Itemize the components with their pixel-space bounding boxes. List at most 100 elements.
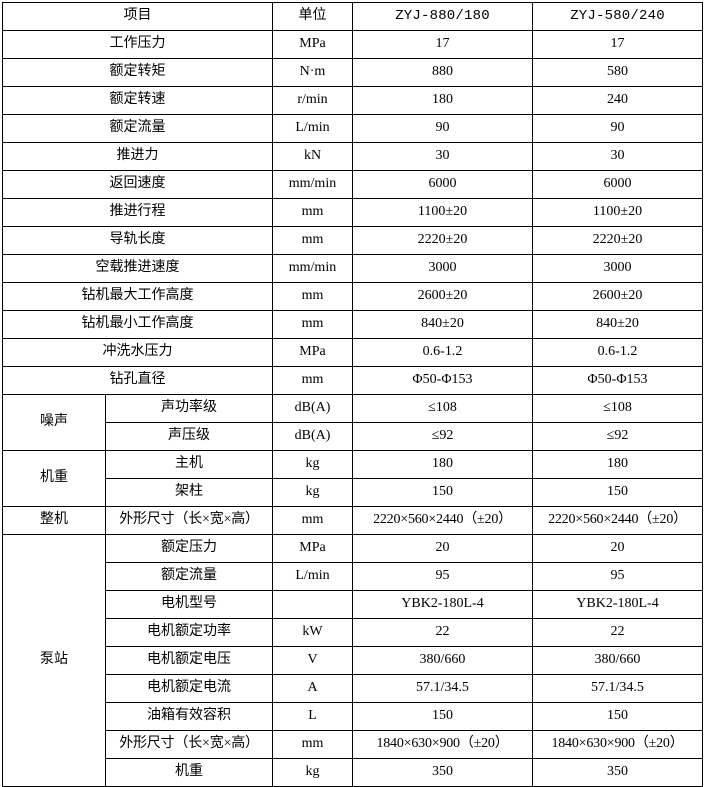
table-row: 电机额定功率 kW 22 22 [3, 618, 703, 647]
row-value-model-2: 3000 [532, 254, 703, 283]
row-value-model-1: 6000 [352, 170, 533, 199]
row-item: 钻机最大工作高度 [2, 282, 273, 311]
row-unit: kg [272, 758, 353, 787]
table-row: 架柱 kg 150 150 [3, 478, 703, 507]
row-value-model-1: 180 [352, 450, 533, 479]
row-unit: N·m [272, 58, 353, 87]
row-item: 外形尺寸（长×宽×高） [105, 506, 273, 535]
table-row: 导轨长度 mm 2220±20 2220±20 [2, 226, 703, 255]
row-unit: mm [272, 310, 353, 339]
table-row: 油箱有效容积 L 150 150 [3, 702, 703, 731]
header-model-2: ZYJ-580/240 [532, 2, 703, 31]
table-row: 电机额定电压 V 380/660 380/660 [3, 646, 703, 675]
row-value-model-2: 1100±20 [532, 198, 703, 227]
row-value-model-1: 2220±20 [352, 226, 533, 255]
row-item: 钻孔直径 [2, 366, 273, 395]
row-item: 额定转速 [2, 86, 273, 115]
row-value-model-2: 2220±20 [532, 226, 703, 255]
header-item: 项目 [2, 2, 273, 31]
table-row: 额定转矩 N·m 880 580 [2, 58, 703, 87]
row-item: 机重 [105, 758, 273, 787]
table-row: 钻机最小工作高度 mm 840±20 840±20 [2, 310, 703, 339]
row-item: 声压级 [105, 422, 273, 451]
row-value-model-1: 180 [352, 86, 533, 115]
group-label: 整机 [2, 506, 106, 535]
row-value-model-2: 95 [532, 562, 703, 591]
table-row: 噪声 声功率级 dB(A) ≤108 ≤108 [2, 394, 703, 451]
row-value-model-2: 2220×560×2440（±20） [532, 506, 703, 535]
row-unit: kg [272, 450, 353, 479]
table-row: 整机 外形尺寸（长×宽×高） mm 2220×560×2440（±20） 2220×56… [2, 506, 703, 535]
row-unit: mm/min [272, 254, 353, 283]
row-value-model-2: 150 [532, 702, 703, 731]
row-value-model-1: 2220×560×2440（±20） [352, 506, 533, 535]
row-value-model-1: 350 [352, 758, 533, 787]
row-value-model-2: 90 [532, 114, 703, 143]
row-value-model-1: 0.6-1.2 [352, 338, 533, 367]
row-unit: MPa [272, 30, 353, 59]
row-item: 主机 [105, 450, 273, 479]
group-label: 泵站 [2, 534, 106, 787]
row-unit: kW [272, 618, 353, 647]
row-value-model-1: Φ50-Φ153 [352, 366, 533, 395]
row-value-model-2: 240 [532, 86, 703, 115]
row-value-model-2: 840±20 [532, 310, 703, 339]
table-row: 额定流量 L/min 95 95 [3, 562, 703, 591]
row-value-model-2: 380/660 [532, 646, 703, 675]
table-row: 推进行程 mm 1100±20 1100±20 [2, 198, 703, 227]
table-row: 声压级 dB(A) ≤92 ≤92 [3, 422, 703, 451]
row-item: 冲洗水压力 [2, 338, 273, 367]
row-value-model-1: 150 [352, 478, 533, 507]
row-value-model-2: 580 [532, 58, 703, 87]
row-value-model-2: Φ50-Φ153 [532, 366, 703, 395]
row-value-model-1: 95 [352, 562, 533, 591]
row-value-model-2: ≤92 [532, 422, 703, 451]
row-unit: mm [272, 226, 353, 255]
row-unit: kN [272, 142, 353, 171]
row-unit: mm [272, 282, 353, 311]
row-value-model-1: 30 [352, 142, 533, 171]
row-value-model-1: 880 [352, 58, 533, 87]
row-value-model-1: 20 [352, 534, 533, 563]
row-unit: dB(A) [272, 422, 353, 451]
row-item: 推进行程 [2, 198, 273, 227]
row-unit: mm [272, 366, 353, 395]
row-item: 额定转矩 [2, 58, 273, 87]
table-row: 钻机最大工作高度 mm 2600±20 2600±20 [2, 282, 703, 311]
row-item: 钻机最小工作高度 [2, 310, 273, 339]
table-row: 额定转速 r/min 180 240 [2, 86, 703, 115]
row-unit: mm [272, 506, 353, 535]
row-value-model-1: 90 [352, 114, 533, 143]
row-item: 油箱有效容积 [105, 702, 273, 731]
row-value-model-1: 380/660 [352, 646, 533, 675]
row-item: 架柱 [105, 478, 273, 507]
row-item: 电机型号 [105, 590, 273, 619]
table-row: 冲洗水压力 MPa 0.6-1.2 0.6-1.2 [2, 338, 703, 367]
row-value-model-1: 17 [352, 30, 533, 59]
table-row: 外形尺寸（长×宽×高） mm 1840×630×900（±20） 1840×630×9… [3, 730, 703, 759]
row-unit: mm [272, 730, 353, 759]
row-item: 外形尺寸（长×宽×高） [105, 730, 273, 759]
row-value-model-2: 350 [532, 758, 703, 787]
table-row: 推进力 kN 30 30 [2, 142, 703, 171]
row-value-model-2: 2600±20 [532, 282, 703, 311]
row-unit: A [272, 674, 353, 703]
row-item: 空载推进速度 [2, 254, 273, 283]
row-value-model-1: 150 [352, 702, 533, 731]
row-item: 额定压力 [105, 534, 273, 563]
row-item: 返回速度 [2, 170, 273, 199]
row-value-model-2: ≤108 [532, 394, 703, 423]
row-value-model-2: YBK2-180L-4 [532, 590, 703, 619]
row-value-model-2: 180 [532, 450, 703, 479]
table-row: 钻孔直径 mm Φ50-Φ153 Φ50-Φ153 [2, 366, 703, 395]
row-value-model-2: 22 [532, 618, 703, 647]
row-unit: L/min [272, 562, 353, 591]
row-value-model-2: 30 [532, 142, 703, 171]
row-value-model-2: 57.1/34.5 [532, 674, 703, 703]
row-value-model-2: 0.6-1.2 [532, 338, 703, 367]
row-unit: L [272, 702, 353, 731]
table-header-row: 项目 单位 ZYJ-880/180 ZYJ-580/240 [2, 2, 703, 31]
row-item: 电机额定电压 [105, 646, 273, 675]
row-value-model-1: 22 [352, 618, 533, 647]
